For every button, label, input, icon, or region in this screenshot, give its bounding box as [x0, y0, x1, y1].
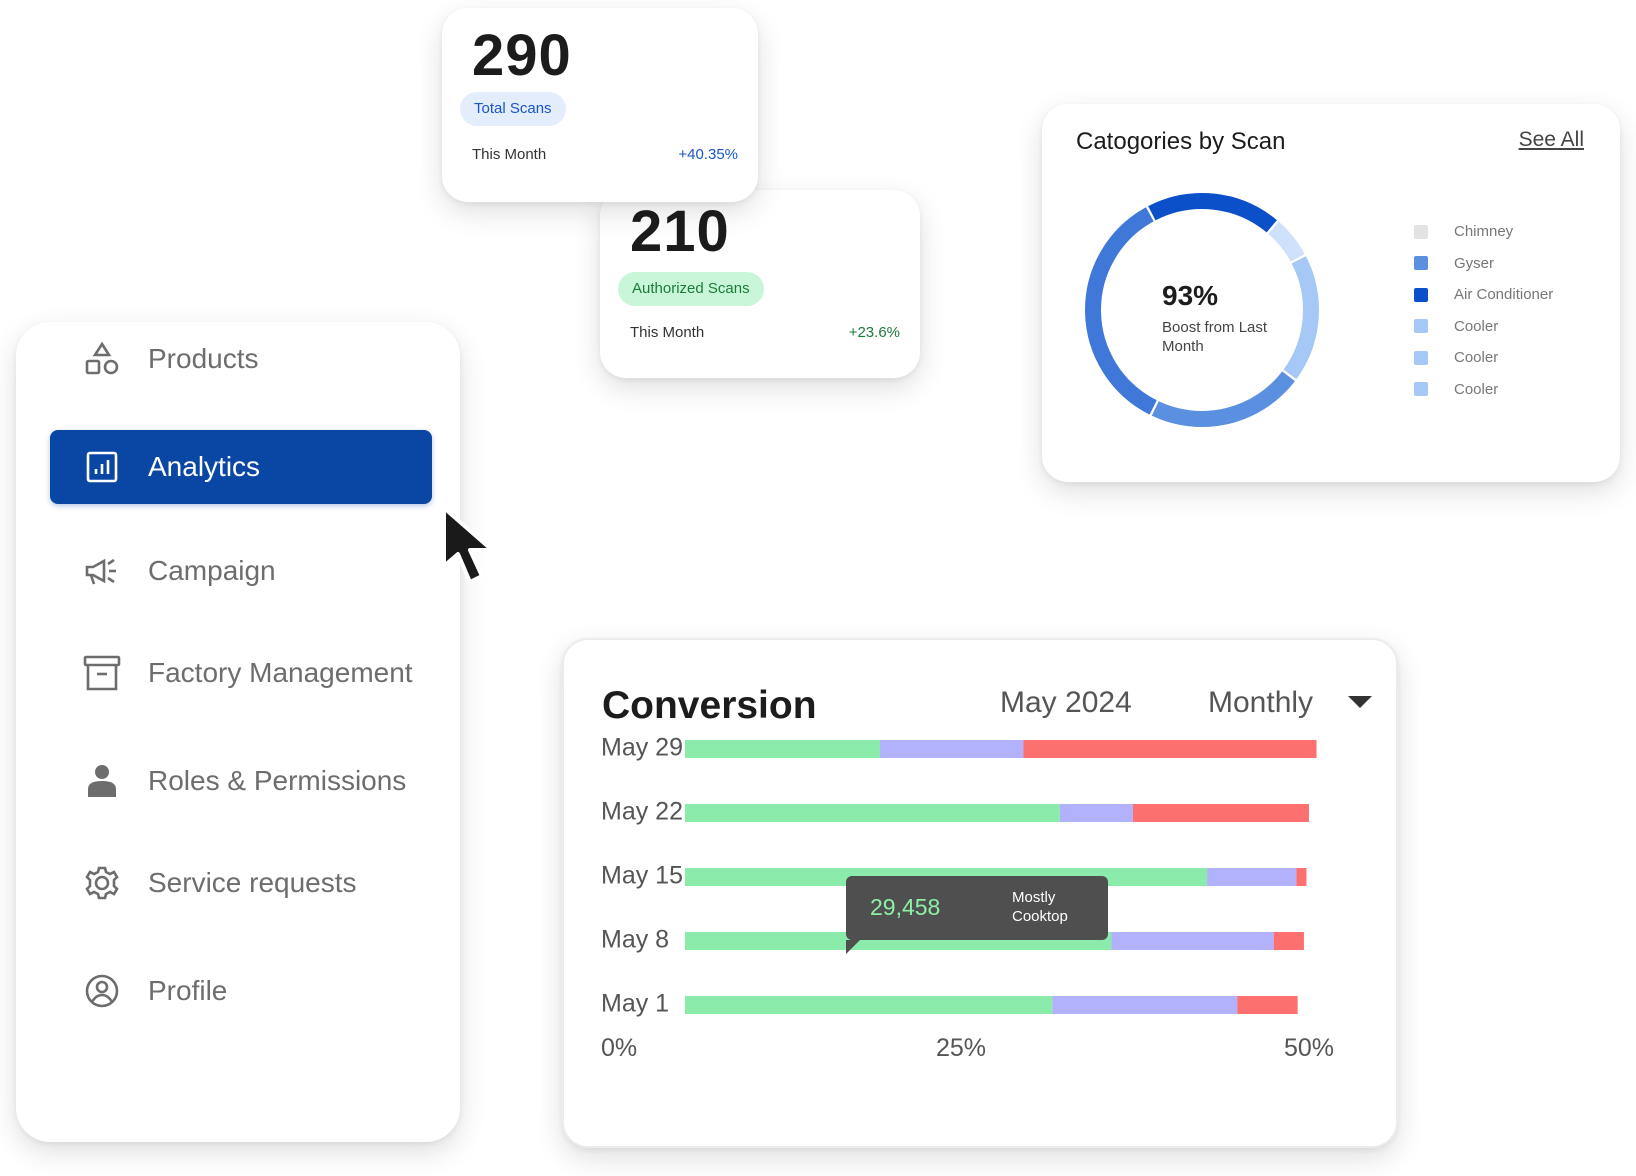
- donut-slice: [1268, 221, 1305, 262]
- legend-item: Cooler: [1414, 374, 1553, 406]
- donut-slice: [1085, 207, 1157, 415]
- category-label: May 22: [601, 798, 683, 826]
- growth-percentage: +23.6%: [848, 324, 900, 341]
- legend-label: Gyser: [1454, 254, 1495, 272]
- sidebar-item-campaign[interactable]: Campaign: [50, 534, 432, 608]
- category-label: May 1: [601, 990, 669, 1018]
- total-scans-card: 290 Total Scans This Month +40.35%: [442, 8, 758, 202]
- legend-label: Air Conditioner: [1454, 286, 1554, 304]
- bar-segment[interactable]: [685, 740, 880, 758]
- total-scans-badge: Total Scans: [460, 92, 566, 126]
- sidebar-item-factory-management[interactable]: Factory Management: [50, 636, 432, 710]
- tooltip-label: Mostly Cooktop: [1012, 889, 1068, 925]
- bar-segment[interactable]: [1273, 932, 1304, 950]
- authorized-scans-value: 210: [630, 199, 730, 264]
- see-all-link[interactable]: See All: [1518, 128, 1584, 151]
- card-title: Conversion: [602, 684, 817, 727]
- bar-segment[interactable]: [1023, 740, 1317, 758]
- legend-item: Gyser: [1414, 248, 1553, 280]
- shapes-icon: [82, 339, 122, 379]
- sidebar-item-analytics[interactable]: Analytics: [50, 430, 432, 504]
- legend-label: Cooler: [1454, 380, 1499, 398]
- bar-segment[interactable]: [1296, 868, 1307, 886]
- bar-segment[interactable]: [879, 740, 1024, 758]
- legend-item: Cooler: [1414, 342, 1553, 374]
- donut-slice: [1151, 371, 1295, 427]
- megaphone-icon: [82, 551, 122, 591]
- legend-swatch: [1414, 256, 1428, 271]
- donut-chart: [1085, 193, 1319, 427]
- period-dropdown[interactable]: Monthly: [1208, 686, 1314, 719]
- legend-swatch: [1414, 350, 1428, 365]
- growth-percentage: +40.35%: [678, 146, 738, 163]
- mouse-cursor-icon: [442, 506, 494, 584]
- user-circle-icon: [82, 971, 122, 1011]
- sidebar-item-label: Factory Management: [148, 657, 413, 688]
- person-icon: [82, 761, 122, 801]
- authorized-scans-badge: Authorized Scans: [618, 272, 764, 306]
- sidebar-item-label: Campaign: [148, 555, 276, 586]
- month-selector[interactable]: May 2024: [1000, 686, 1132, 719]
- bar-segment[interactable]: [1237, 996, 1298, 1014]
- authorized-scans-card: 210 Authorized Scans This Month +23.6%: [600, 190, 920, 378]
- bar-segment[interactable]: [1052, 996, 1238, 1014]
- legend-swatch: [1414, 319, 1428, 334]
- donut-slice: [1148, 193, 1277, 233]
- bar-chart-icon: [82, 447, 122, 487]
- category-label: May 29: [601, 734, 683, 762]
- donut-slice: [1283, 256, 1319, 380]
- card-title: Catogories by Scan: [1076, 128, 1286, 155]
- category-label: May 15: [601, 862, 683, 890]
- legend-swatch: [1414, 287, 1428, 302]
- categories-by-scan-card: Catogories by Scan See All 93% Boost fro…: [1042, 104, 1620, 482]
- legend-swatch: [1414, 382, 1428, 397]
- legend-item: Chimney: [1414, 216, 1553, 248]
- legend-item: Air Conditioner: [1414, 279, 1553, 311]
- sidebar-item-label: Roles & Permissions: [148, 765, 407, 796]
- legend-swatch: [1414, 224, 1428, 239]
- chart-legend: Chimney Gyser Air Conditioner Cooler Cooler C…: [1414, 216, 1553, 405]
- x-tick-label: 0%: [601, 1034, 637, 1062]
- gear-icon: [82, 863, 122, 903]
- bar-segment[interactable]: [1059, 804, 1133, 822]
- sidebar-item-roles-permissions[interactable]: Roles & Permissions: [50, 744, 432, 818]
- period-label: This Month: [630, 324, 705, 341]
- tooltip-value: 29,458: [870, 894, 941, 920]
- period-label: This Month: [472, 146, 547, 163]
- bar-segment[interactable]: [1207, 868, 1297, 886]
- sidebar-item-label: Service requests: [148, 867, 357, 898]
- sidebar-item-service-requests[interactable]: Service requests: [50, 846, 432, 920]
- sidebar: Products Analytics Campaign: [16, 322, 460, 1142]
- chart-tooltip: 29,458 Mostly Cooktop: [846, 876, 1108, 954]
- bar-segment[interactable]: [685, 804, 1060, 822]
- legend-label: Cooler: [1454, 317, 1499, 335]
- donut-center-label: Boost from Last Month: [1162, 319, 1268, 355]
- conversion-card: Conversion May 2024 Monthly May 29 May 22…: [562, 638, 1398, 1148]
- legend-label: Chimney: [1454, 223, 1514, 241]
- sidebar-item-label: Products: [148, 343, 259, 374]
- legend-item: Cooler: [1414, 311, 1553, 343]
- legend-label: Cooler: [1454, 349, 1499, 367]
- sidebar-item-label: Profile: [148, 975, 228, 1006]
- sidebar-item-label: Analytics: [148, 451, 261, 482]
- total-scans-value: 290: [472, 23, 572, 88]
- bar-segment[interactable]: [1132, 804, 1309, 822]
- x-tick-label: 50%: [1284, 1034, 1334, 1062]
- sidebar-item-products[interactable]: Products: [50, 322, 432, 396]
- bar-segment[interactable]: [1111, 932, 1274, 950]
- donut-center-value: 93%: [1162, 280, 1219, 311]
- archive-box-icon: [82, 653, 122, 693]
- bar-segment[interactable]: [685, 996, 1053, 1014]
- chevron-down-icon[interactable]: [1348, 696, 1372, 708]
- sidebar-item-profile[interactable]: Profile: [50, 954, 432, 1028]
- category-label: May 8: [601, 926, 669, 954]
- x-tick-label: 25%: [936, 1034, 986, 1062]
